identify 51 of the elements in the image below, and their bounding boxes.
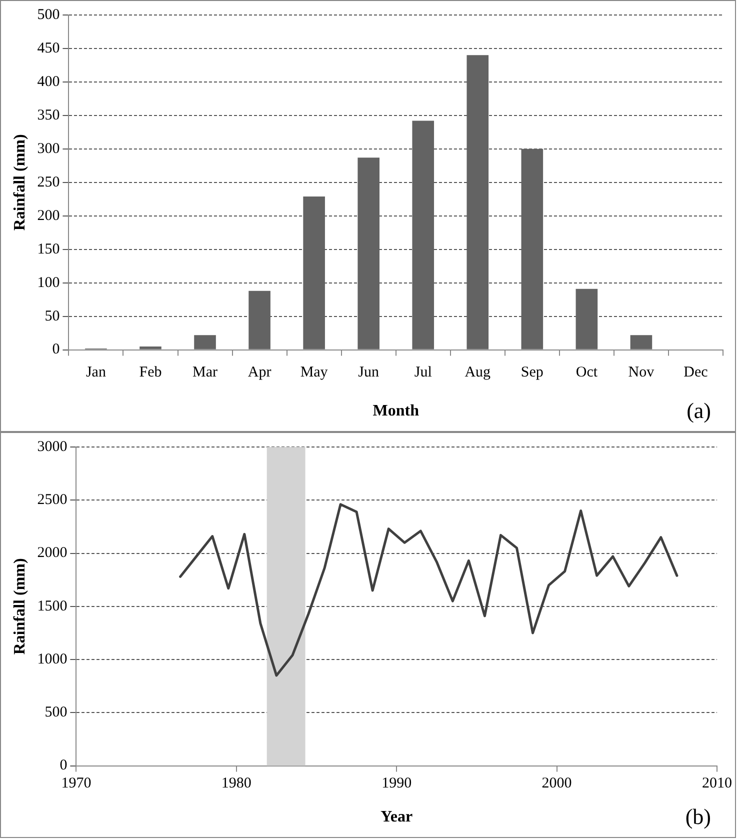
bar <box>303 196 325 350</box>
x-tick-label: Dec <box>684 364 708 381</box>
y-tick-label: 2000 <box>37 545 68 562</box>
x-tick-label: 1980 <box>221 776 252 792</box>
x-tick-label: 2000 <box>542 776 572 792</box>
x-tick-label: Sep <box>520 364 544 381</box>
y-tick-label: 0 <box>52 342 60 358</box>
text: (b) <box>685 804 711 829</box>
x-tick-label: 1990 <box>382 776 412 792</box>
bar <box>358 158 380 350</box>
x-axis-title: Year <box>380 808 413 826</box>
x-tick-label: 1970 <box>61 776 92 792</box>
x-tick-label: Mar <box>192 364 218 381</box>
y-axis-title: Rainfall (mm) <box>12 134 29 231</box>
bar <box>630 335 652 350</box>
bar <box>466 55 489 350</box>
bar <box>194 335 216 350</box>
y-tick-label: 50 <box>44 308 60 324</box>
x-tick-label: Jan <box>86 364 106 381</box>
y-tick-label: 500 <box>44 704 68 721</box>
x-tick-label: Feb <box>139 364 162 381</box>
bar <box>521 148 544 350</box>
y-tick-label: 1000 <box>37 651 68 668</box>
bar <box>248 290 270 350</box>
x-tick-label: Nov <box>628 364 655 381</box>
text: (a) <box>686 398 711 423</box>
y-tick-label: 0 <box>60 758 68 774</box>
y-tick-label: 350 <box>37 107 60 124</box>
bar <box>140 346 162 350</box>
y-tick-label: 400 <box>37 74 60 90</box>
x-axis-title: Month <box>372 402 420 420</box>
bar <box>412 120 434 350</box>
y-tick-label: 200 <box>37 208 60 224</box>
x-tick-label: Jul <box>414 364 432 381</box>
y-tick-label: 300 <box>37 140 60 157</box>
y-tick-label: 250 <box>37 174 60 190</box>
x-tick-label: Jun <box>358 364 380 381</box>
y-tick-label: 150 <box>37 241 60 258</box>
x-tick-label: Aug <box>464 364 492 381</box>
x-tick-label: Oct <box>576 364 598 381</box>
y-tick-label: 100 <box>37 274 60 291</box>
y-tick-label: 3000 <box>37 438 68 455</box>
y-axis-title: Rainfall (mm) <box>12 558 29 655</box>
x-tick-label: Apr <box>248 364 272 381</box>
y-tick-label: 1500 <box>37 598 68 614</box>
x-tick-label: 2010 <box>702 776 732 792</box>
bar <box>576 288 598 350</box>
y-tick-label: 450 <box>37 40 60 56</box>
x-tick-label: May <box>300 364 328 381</box>
y-tick-label: 500 <box>37 6 60 23</box>
y-tick-label: 2500 <box>37 492 68 508</box>
